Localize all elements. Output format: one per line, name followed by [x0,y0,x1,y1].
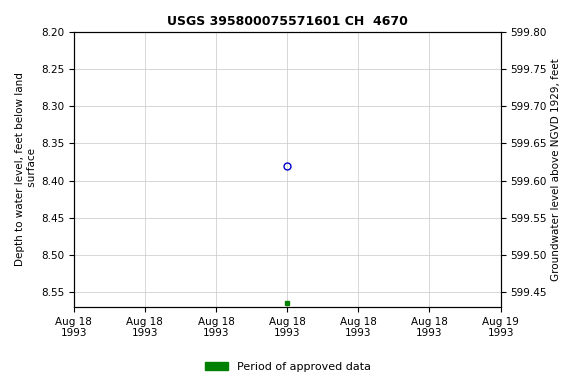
Y-axis label: Groundwater level above NGVD 1929, feet: Groundwater level above NGVD 1929, feet [551,58,561,281]
Title: USGS 395800075571601 CH  4670: USGS 395800075571601 CH 4670 [166,15,408,28]
Legend: Period of approved data: Period of approved data [201,358,375,377]
Y-axis label: Depth to water level, feet below land
 surface: Depth to water level, feet below land su… [15,73,37,266]
